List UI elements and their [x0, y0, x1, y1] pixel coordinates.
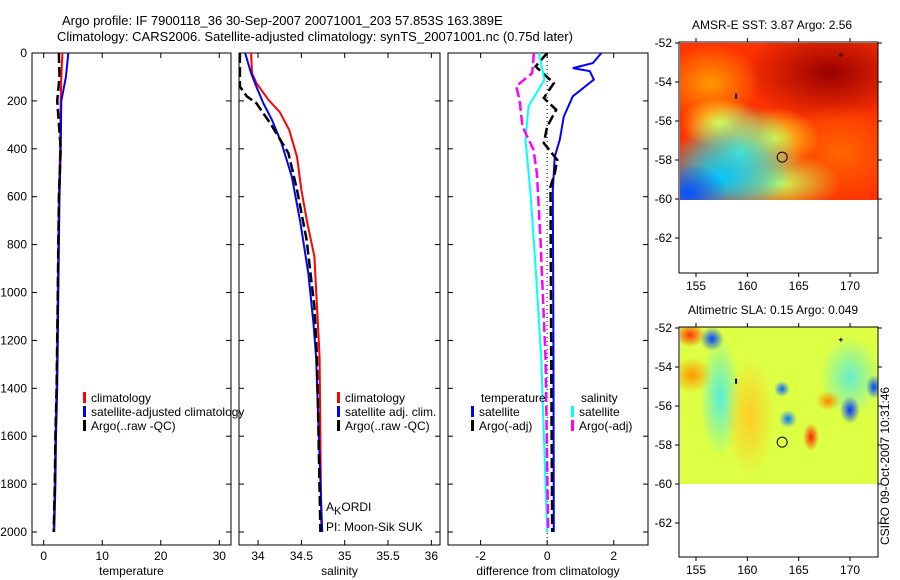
legend-swatch [471, 406, 474, 417]
map-frame [678, 326, 879, 558]
legend-swatch [337, 420, 340, 431]
map-x-tick-label: 160 [737, 279, 757, 293]
akordi-a: A [326, 500, 335, 514]
series-line-salinity-satellite [524, 52, 549, 533]
legend-swatch [83, 420, 86, 431]
map-y-tick-label: -62 [655, 231, 673, 245]
x-tick-label: -2 [475, 549, 486, 563]
map-x-tick-label: 165 [789, 563, 809, 577]
island-mark [838, 52, 843, 57]
x-tick-label: 35.5 [376, 549, 400, 563]
map-x-tick-label: 155 [686, 279, 706, 293]
y-tick-label: 1200 [0, 333, 27, 347]
x-tick-label: 34.5 [290, 549, 314, 563]
y-tick-label: 0 [20, 46, 27, 60]
legend-label: climatology [345, 391, 405, 405]
legend-swatch [571, 406, 574, 417]
map-y-tick-label: -52 [655, 321, 673, 335]
x-tick-label: 0 [544, 549, 551, 563]
legend-swatch [337, 406, 340, 417]
legend-swatch [471, 420, 474, 431]
x-tick-label: 2 [610, 549, 617, 563]
x-tick-label: 34 [251, 549, 265, 563]
y-tick-label: 400 [7, 142, 27, 156]
legend-label: Argo(-adj) [579, 419, 632, 433]
x-axis-label: temperature [99, 564, 164, 578]
legend-swatch [571, 420, 574, 431]
y-tick-label: 600 [7, 190, 27, 204]
sst-map-field [680, 43, 878, 200]
title-line-1: Argo profile: IF 7900118_36 30-Sep-2007 … [62, 13, 503, 28]
x-tick-label: 10 [96, 549, 110, 563]
series-line-temperature-argo-adj- [533, 52, 559, 533]
panel-frame [31, 52, 232, 546]
x-tick-label: 30 [213, 549, 227, 563]
series-line-argo-raw-qc- [238, 53, 322, 533]
map-x-tick-label: 170 [840, 563, 860, 577]
legend-label: satellite [579, 405, 620, 419]
akordi-k: K [334, 505, 342, 518]
series-line-salinity-argo-adj- [514, 52, 550, 533]
legend-label: satellite [479, 405, 520, 419]
legend-label: Argo(..raw -QC) [91, 419, 176, 433]
series-line-climatology [250, 52, 323, 533]
sst-map-title: AMSR-E SST: 3.87 Argo: 2.56 [692, 18, 853, 32]
island-mark [838, 337, 843, 342]
akordi-label: AKORDI [326, 500, 371, 517]
map-y-tick-label: -60 [655, 192, 673, 206]
legend-swatch [83, 406, 86, 417]
legend-label: Argo(-adj) [479, 419, 532, 433]
map-x-tick-label: 170 [840, 279, 860, 293]
legend-label: satellite adj. clim. [345, 405, 436, 419]
title-line-2: Climatology: CARS2006. Satellite-adjuste… [57, 29, 573, 44]
y-tick-label: 1400 [0, 381, 27, 395]
legend-label: Argo(..raw -QC) [345, 419, 430, 433]
y-tick-label: 800 [7, 238, 27, 252]
map-y-tick-label: -60 [655, 477, 673, 491]
series-line-temperature-satellite [551, 52, 603, 533]
x-tick-label: 36 [425, 549, 439, 563]
pi-label: PI: Moon-Sik SUK [326, 520, 423, 534]
map-frame [678, 41, 879, 274]
legend-swatch [83, 392, 86, 403]
map-y-tick-label: -58 [655, 153, 673, 167]
series-line-satellite-adj-clim- [244, 52, 324, 533]
x-tick-label: 0 [40, 549, 47, 563]
y-tick-label: 2000 [0, 525, 27, 539]
legend-label: satellite-adjusted climatology [91, 405, 244, 419]
csiro-timestamp: CSIRO 09-Oct-2007 10:31:46 [878, 386, 892, 545]
y-tick-label: 1600 [0, 429, 27, 443]
legend-swatch [337, 392, 340, 403]
y-tick-label: 1000 [0, 286, 27, 300]
panel-frame [238, 52, 441, 546]
x-tick-label: 35 [338, 549, 352, 563]
map-y-tick-label: -56 [655, 114, 673, 128]
legend-label: climatology [91, 391, 151, 405]
map-y-tick-label: -62 [655, 516, 673, 530]
sla-map-field [680, 327, 878, 484]
x-tick-label: 20 [154, 549, 168, 563]
x-axis-label: salinity [321, 564, 358, 578]
panel-frame [447, 52, 649, 546]
map-y-tick-label: -54 [655, 75, 673, 89]
map-y-tick-label: -52 [655, 36, 673, 50]
argo-position-marker [776, 436, 788, 448]
sla-map-title: Altimetric SLA: 0.15 Argo: 0.049 [688, 303, 859, 317]
map-x-tick-label: 165 [789, 279, 809, 293]
map-y-tick-label: -58 [655, 438, 673, 452]
map-x-tick-label: 160 [737, 563, 757, 577]
argo-position-marker [776, 151, 788, 163]
map-y-tick-label: -56 [655, 399, 673, 413]
x-axis-label: difference from climatology [476, 564, 619, 578]
legend-group-title: temperature [481, 391, 546, 405]
series-line-argo-raw-qc- [52, 52, 62, 533]
akordi-rest: ORDI [341, 500, 372, 514]
map-x-tick-label: 155 [686, 563, 706, 577]
map-y-tick-label: -54 [655, 360, 673, 374]
legend-group-title: salinity [581, 391, 618, 405]
y-tick-label: 200 [7, 94, 27, 108]
y-tick-label: 1800 [0, 477, 27, 491]
